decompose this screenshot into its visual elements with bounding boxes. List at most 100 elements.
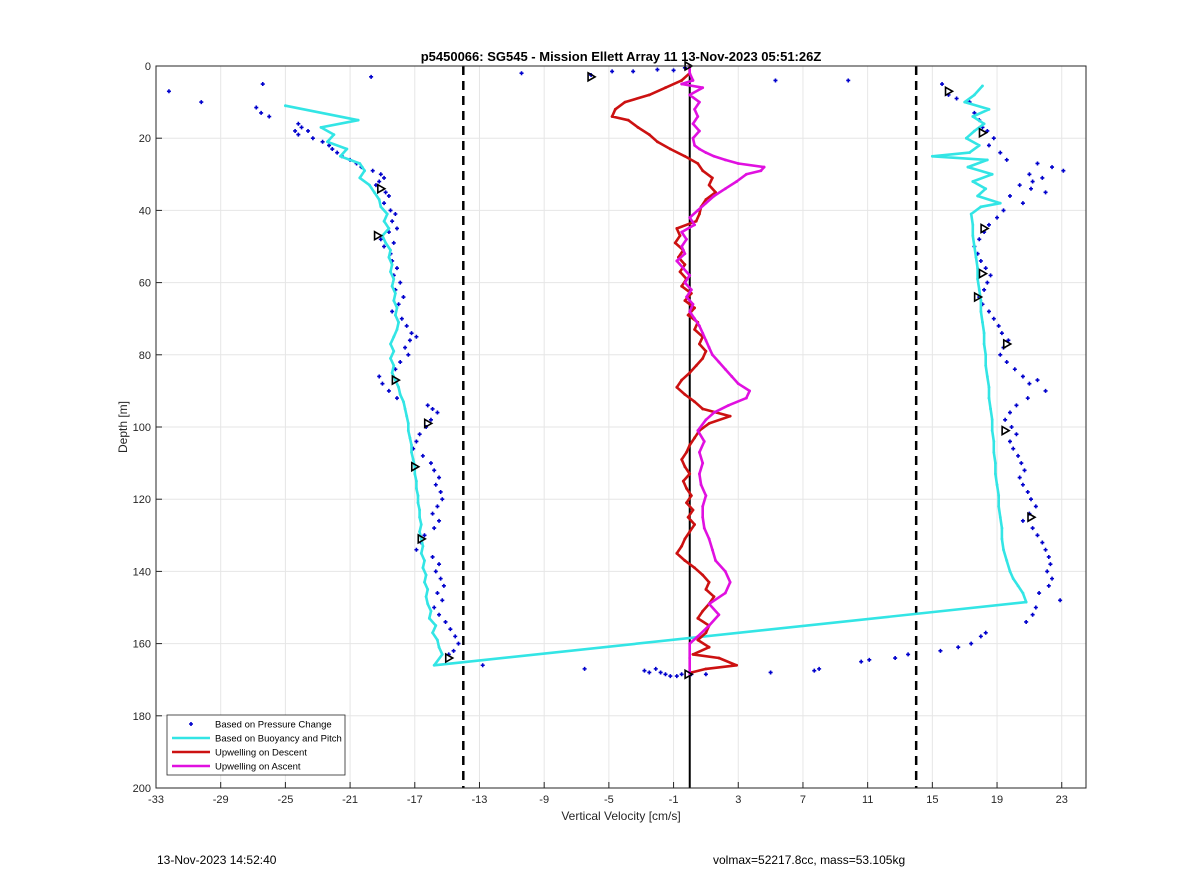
line-point [982,122,986,126]
line-point [698,324,701,328]
y-tick-label: 20 [139,133,151,145]
scatter-point [867,657,872,662]
line-point [977,288,981,292]
scatter-point [166,89,171,94]
direction-marker [1027,511,1037,523]
line-point [675,385,679,389]
scatter-point [296,132,301,137]
line-point [419,537,423,541]
scatter-point [480,663,485,668]
scatter-point [1029,186,1034,191]
scatter-point [254,105,259,110]
line-point [678,270,682,274]
scatter-point [438,489,443,494]
series-3 [675,64,766,676]
scatter-point [986,143,991,148]
line-point [368,183,371,187]
scatter-point [1020,482,1025,487]
scatter-point [995,215,1000,220]
scatter-point [998,352,1003,357]
scatter-point [396,302,401,307]
scatter-point [398,280,403,285]
line-point [389,357,392,360]
line-point [683,252,687,256]
line-point [702,526,706,530]
line-point [979,310,983,313]
x-tick-label: 15 [926,794,938,806]
line-point [698,342,701,346]
scatter-point [1011,446,1016,451]
scatter-point [383,190,388,195]
line-point [994,472,997,476]
y-tick-label: 40 [139,205,151,217]
line-point [712,595,716,599]
line-point [424,573,428,577]
scatter-point [451,648,456,653]
line-point [384,241,388,245]
scatter-point [1016,453,1021,458]
scatter-point [1027,381,1032,386]
scatter-point [433,482,438,487]
y-tick-label: 140 [133,566,151,578]
scatter-point [330,147,335,152]
scatter-point [437,612,442,617]
scatter-point [441,583,446,588]
scatter-point [1020,201,1025,206]
line-point [680,378,684,382]
scatter-point [438,576,443,581]
line-point [680,230,684,234]
scatter-point [380,381,385,386]
scatter-point [390,219,395,224]
line-point [387,227,391,230]
scatter-point [391,240,396,245]
line-point [701,505,705,508]
line-point [683,281,687,284]
line-point [987,385,991,389]
line-point [440,653,444,656]
direction-marker [587,71,597,83]
line-point [688,310,692,313]
y-tick-label: 0 [145,61,151,73]
scatter-point [293,128,298,133]
scatter-point [378,237,383,242]
line-point [683,154,687,158]
line-point [723,591,727,595]
line-point [415,479,418,483]
line-point [392,349,396,353]
scatter-point [199,100,204,105]
scatter-point [1004,360,1009,365]
line-point [610,115,614,118]
line-point [1016,584,1020,588]
scatter-point [999,331,1004,336]
scatter-point [519,71,524,76]
line-point [688,443,692,447]
scatter-point [414,439,419,444]
line-point [704,631,708,635]
y-tick-label: 180 [133,711,151,723]
x-tick-label: -13 [472,794,488,806]
line-point [389,270,392,274]
scatter-point [440,497,445,502]
line-point [623,100,627,104]
line-point [683,465,687,469]
line-point [675,259,679,263]
line-point [395,306,399,310]
scatter-point [978,258,983,263]
line-point [701,86,705,90]
scatter-point [422,533,427,538]
line-point [992,440,996,443]
legend-label: Upwelling on Ascent [215,762,301,773]
scatter-point [703,672,708,677]
scatter-point [382,244,387,249]
line-point [971,115,975,118]
line-point [979,299,983,303]
line-point [689,288,693,292]
line-point [681,479,685,483]
scatter-point [1035,161,1040,166]
line-point [723,570,727,573]
scatter-point [991,316,996,321]
scatter-point [1035,533,1040,538]
y-tick-label: 60 [139,278,151,290]
x-tick-label: -5 [604,794,614,806]
scatter-point [610,69,615,74]
